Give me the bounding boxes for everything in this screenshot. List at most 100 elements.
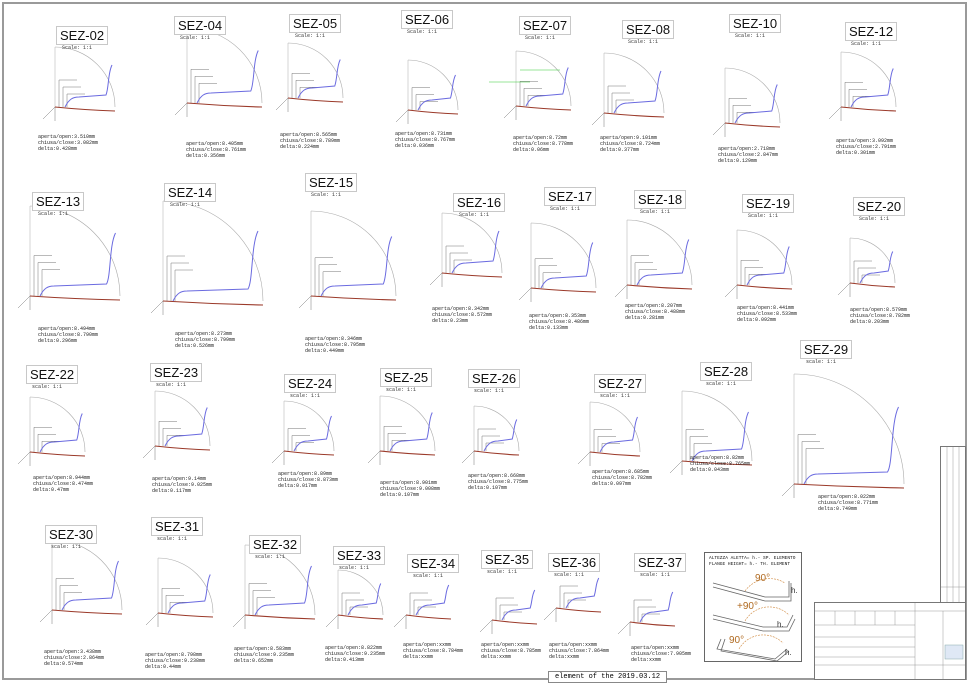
open-profile bbox=[320, 236, 393, 297]
measurement-delta: delta:xxmm bbox=[631, 657, 662, 663]
measurement-block: aperta/open:8.583mm chiusa/close:9.235mm d… bbox=[234, 646, 294, 664]
scale-label: scale: 1:1 bbox=[156, 382, 187, 388]
radius-arc bbox=[724, 67, 781, 124]
scale-label: Scale: 1:1 bbox=[735, 33, 766, 39]
section-label: SEZ-20 bbox=[853, 197, 906, 216]
flange-sketch-1 bbox=[712, 581, 790, 598]
closed-profile bbox=[589, 451, 641, 457]
measurement-close: chiusa/close:8.533mm bbox=[737, 311, 798, 317]
dimension-diagonal bbox=[367, 450, 381, 464]
scale-label: Scale: 1:1 bbox=[550, 206, 581, 212]
section-label: SEZ-23 bbox=[150, 363, 203, 382]
closed-profile bbox=[629, 621, 676, 627]
h-label-1: h. bbox=[791, 586, 798, 595]
scale-label: Scale: 1:1 bbox=[38, 211, 69, 217]
dimension-diagonal bbox=[17, 295, 31, 309]
scale-label: Scale: 1:1 bbox=[748, 213, 779, 219]
section-label: SEZ-33 bbox=[333, 546, 386, 565]
section-label: SEZ-17 bbox=[544, 187, 597, 206]
measurement-delta: delta:0.428mm bbox=[38, 146, 78, 152]
scale-label: scale: 1:1 bbox=[386, 387, 417, 393]
open-profile bbox=[691, 411, 749, 462]
measurement-delta: delta:0.133mm bbox=[529, 325, 569, 331]
measurement-delta: delta:0.203mm bbox=[850, 319, 890, 325]
measurement-block: aperta/open:xxmm chiusa/close:8.785mm delt… bbox=[481, 642, 541, 660]
scale-label: scale: 1:1 bbox=[706, 381, 737, 387]
measurement-close: chiusa/close:8.488mm bbox=[625, 309, 686, 315]
measurement-open: aperta/open:8.668mm bbox=[468, 473, 526, 479]
open-profile bbox=[525, 67, 569, 107]
closed-profile bbox=[681, 460, 753, 466]
measurement-open: aperta/open:8.273mm bbox=[175, 331, 233, 337]
measurement-close: chiusa/close:8.790mm bbox=[38, 332, 99, 338]
measurement-block: aperta/open:xxmm chiusa/close:7.864mm delt… bbox=[549, 642, 609, 660]
radius-arc bbox=[849, 237, 896, 284]
measurement-delta: delta:0.301mm bbox=[836, 150, 876, 156]
measurement-block: aperta/open:8.72mm chiusa/close:8.778mm de… bbox=[513, 135, 573, 153]
section-label: SEZ-37 bbox=[634, 553, 687, 572]
scale-label: scale: 1:1 bbox=[474, 388, 505, 394]
measurement-block: aperta/open:8.273mm chiusa/close:8.799mm d… bbox=[175, 331, 235, 349]
open-profile bbox=[859, 251, 894, 284]
measurement-delta: delta:0.107mm bbox=[468, 485, 508, 491]
flange-height-legend: ALTEZZA ALETTA= h.- SP. ELEMENTO FLANGE … bbox=[704, 552, 802, 662]
closed-profile bbox=[491, 619, 538, 625]
measurement-block: aperta/open:8.822mm chiusa/close:9.235mm d… bbox=[325, 645, 385, 663]
dimension-diagonal bbox=[461, 450, 475, 464]
measurement-open: aperta/open:8.583mm bbox=[234, 646, 292, 652]
dimension-diagonal bbox=[275, 97, 289, 111]
radius-arc bbox=[626, 219, 693, 286]
measurement-open: aperta/open:8.494mm bbox=[38, 326, 96, 332]
open-profile bbox=[415, 584, 450, 616]
dimension-diagonal bbox=[39, 609, 53, 623]
open-profile bbox=[451, 230, 500, 274]
measurement-open: aperta/open:2.718mm bbox=[718, 146, 776, 152]
measurement-block: aperta/open:2.718mm chiusa/close:2.847mm d… bbox=[718, 146, 778, 164]
flange-sketch-3 bbox=[716, 638, 788, 660]
section-label: SEZ-06 bbox=[401, 10, 454, 29]
flange-sketch-2 bbox=[712, 614, 794, 628]
section-label: SEZ-10 bbox=[729, 14, 782, 33]
measurement-block: aperta/open:8.346mm chiusa/close:8.795mm d… bbox=[305, 336, 365, 354]
closed-profile bbox=[626, 284, 693, 290]
measurement-block: aperta/open:8.405mm chiusa/close:8.761mm d… bbox=[186, 141, 246, 159]
closed-profile bbox=[736, 284, 793, 290]
measurement-block: aperta/open:8.207mm chiusa/close:8.488mm d… bbox=[625, 303, 685, 321]
scale-label: scale: 1:1 bbox=[157, 536, 188, 542]
open-profile bbox=[599, 416, 638, 453]
open-profile bbox=[297, 59, 341, 99]
radius-arc bbox=[589, 401, 641, 453]
dimension-diagonal bbox=[669, 460, 683, 474]
measurement-close: chiusa/close:9.235mm bbox=[234, 652, 295, 658]
measurement-close: chiusa/close:8.789mm bbox=[280, 138, 341, 144]
radius-arc bbox=[736, 229, 793, 286]
measurement-open: aperta/open:8.731mm bbox=[395, 131, 453, 137]
scale-label: scale: 1:1 bbox=[554, 572, 585, 578]
scale-label: scale: 1:1 bbox=[487, 569, 518, 575]
section-label: SEZ-30 bbox=[45, 525, 98, 544]
section-label: SEZ-28 bbox=[700, 362, 753, 381]
dimension-diagonal bbox=[828, 106, 842, 120]
measurement-open: aperta/open:8.405mm bbox=[186, 141, 244, 147]
open-profile bbox=[167, 574, 211, 614]
closed-profile bbox=[29, 451, 86, 457]
title-block-grid bbox=[815, 603, 965, 679]
measurement-delta: delta:0.107mm bbox=[380, 492, 420, 498]
dimension-diagonal bbox=[837, 282, 851, 296]
measurement-close: chiusa/close:8.765mm bbox=[690, 461, 751, 467]
measurement-delta: delta:0.356mm bbox=[186, 153, 226, 159]
section-label: SEZ-26 bbox=[468, 369, 521, 388]
closed-profile bbox=[186, 102, 263, 108]
section-label: SEZ-02 bbox=[56, 26, 109, 45]
open-profile bbox=[293, 415, 332, 452]
scale-label: scale: 1:1 bbox=[51, 544, 82, 550]
measurement-delta: delta:xxmm bbox=[481, 654, 512, 660]
measurement-close: chiusa/close:8.782mm bbox=[592, 475, 653, 481]
section-label: SEZ-25 bbox=[380, 368, 433, 387]
measurement-block: aperta/open:8.89mm chiusa/close:8.873mm de… bbox=[278, 471, 338, 489]
dimension-diagonal bbox=[145, 612, 159, 626]
dimension-diagonal bbox=[591, 112, 605, 126]
closed-profile bbox=[244, 614, 316, 620]
